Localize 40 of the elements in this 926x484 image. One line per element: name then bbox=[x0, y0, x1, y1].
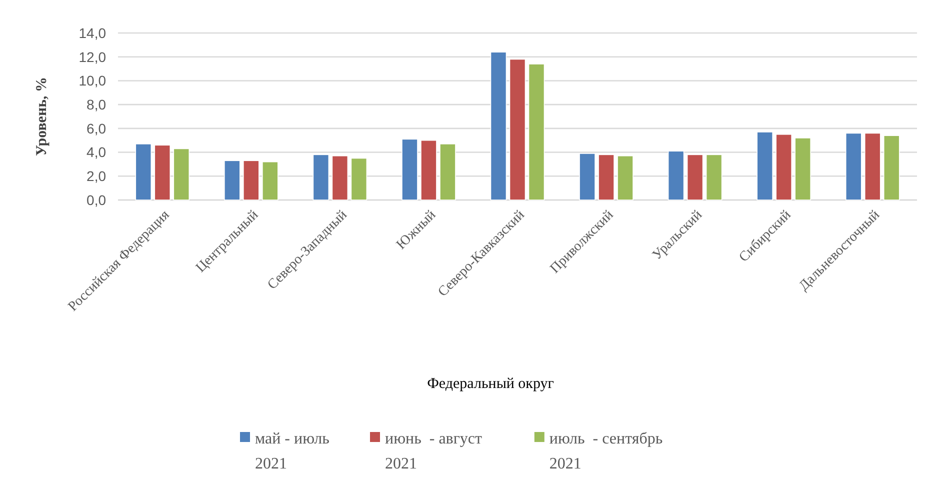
y-axis-title: Уровень, % bbox=[34, 76, 50, 156]
legend-label: июнь - август 2021 bbox=[385, 430, 482, 472]
bar bbox=[598, 154, 614, 200]
bar bbox=[686, 154, 704, 200]
x-axis-title: Федеральный округ bbox=[427, 376, 554, 392]
bar bbox=[776, 134, 792, 200]
bar bbox=[154, 144, 171, 200]
bar bbox=[509, 58, 526, 200]
y-tick-label: 10,0 bbox=[78, 72, 106, 89]
bar bbox=[135, 144, 152, 200]
bar bbox=[579, 153, 596, 200]
bar bbox=[706, 154, 722, 200]
bar bbox=[350, 158, 368, 200]
bar bbox=[420, 140, 437, 200]
y-tick-label: 0,0 bbox=[86, 192, 106, 208]
y-tick-label: 14,0 bbox=[78, 24, 106, 41]
bar bbox=[883, 135, 900, 200]
y-tick-label: 12,0 bbox=[78, 48, 106, 65]
bar bbox=[312, 154, 330, 200]
bar bbox=[440, 144, 456, 200]
bar bbox=[668, 150, 684, 200]
bar bbox=[224, 160, 240, 200]
bar bbox=[490, 52, 507, 200]
bar bbox=[864, 132, 881, 200]
bar bbox=[402, 138, 418, 200]
y-tick-label: 8,0 bbox=[86, 96, 106, 112]
legend-label: июль - сентябрь 2021 bbox=[549, 430, 663, 472]
bar bbox=[617, 155, 634, 200]
bar bbox=[243, 160, 260, 200]
bar bbox=[262, 161, 278, 200]
legend-label: май - июль 2021 bbox=[255, 430, 330, 472]
bar bbox=[173, 148, 190, 200]
y-tick-label: 2,0 bbox=[86, 168, 106, 184]
y-tick-label: 4,0 bbox=[86, 144, 106, 160]
bar bbox=[756, 132, 773, 200]
y-tick-label: 6,0 bbox=[86, 120, 106, 136]
bar bbox=[528, 64, 545, 200]
bar bbox=[845, 132, 862, 200]
bar bbox=[332, 155, 348, 200]
bar bbox=[794, 138, 811, 200]
